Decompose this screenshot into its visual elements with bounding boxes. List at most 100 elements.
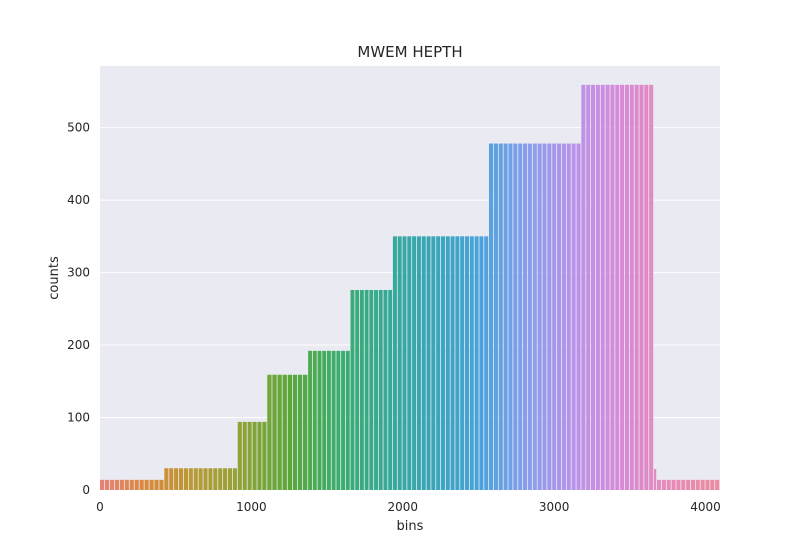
bar	[657, 479, 662, 490]
bar	[303, 374, 308, 490]
bar	[322, 350, 327, 490]
bar	[232, 468, 237, 490]
bar	[661, 479, 666, 490]
y-tick-label: 100	[67, 411, 90, 425]
bar	[159, 479, 164, 490]
bar	[129, 479, 134, 490]
bar	[179, 468, 184, 490]
bar	[262, 421, 267, 490]
bar	[686, 479, 691, 490]
y-axis-ticks: 0 100 200 300 400 500	[67, 121, 90, 497]
bar	[124, 479, 129, 490]
bar	[571, 143, 576, 491]
bar	[705, 479, 710, 490]
y-tick-label: 300	[67, 266, 90, 280]
bar	[355, 289, 360, 490]
bar	[493, 143, 498, 491]
bar	[392, 236, 397, 490]
bar	[218, 468, 223, 490]
bar	[416, 236, 421, 490]
bar	[508, 143, 513, 491]
bar	[605, 84, 610, 490]
bar	[198, 468, 203, 490]
bar	[292, 374, 298, 490]
bar	[407, 236, 412, 490]
bar	[654, 468, 657, 490]
bar	[700, 479, 705, 490]
bar	[484, 236, 489, 490]
bar	[164, 468, 169, 490]
bar	[345, 350, 350, 490]
y-tick-label: 400	[67, 193, 90, 207]
bar	[374, 289, 378, 490]
x-tick-label: 4000	[690, 500, 721, 514]
x-axis-ticks: 0 1000 2000 3000 4000	[96, 500, 721, 514]
bar	[586, 84, 591, 490]
bar	[527, 143, 532, 491]
bar	[450, 236, 455, 490]
bar	[532, 143, 537, 491]
bar	[464, 236, 469, 490]
bar	[272, 374, 277, 490]
bar	[436, 236, 441, 490]
bar	[287, 374, 293, 490]
bar	[297, 374, 303, 490]
bar	[203, 468, 208, 490]
bar	[183, 468, 188, 490]
bar	[359, 289, 364, 490]
bar	[350, 289, 355, 490]
bar	[154, 479, 159, 490]
bar	[591, 84, 596, 490]
x-axis-label: bins	[397, 519, 424, 534]
bar	[364, 289, 369, 490]
bar	[139, 479, 144, 490]
bar	[581, 84, 586, 490]
bar	[188, 468, 193, 490]
x-tick-label: 3000	[539, 500, 570, 514]
bar	[114, 479, 119, 490]
y-tick-label: 200	[67, 338, 90, 352]
bar	[561, 143, 566, 491]
bars	[100, 84, 720, 491]
bar	[695, 479, 700, 490]
bar	[242, 421, 247, 490]
x-tick-label: 2000	[387, 500, 418, 514]
bar	[610, 84, 615, 490]
bar	[277, 374, 282, 490]
bar	[576, 143, 581, 491]
bar	[552, 143, 557, 491]
bar	[710, 479, 715, 490]
bar	[629, 84, 634, 490]
bar	[557, 143, 562, 491]
bar	[144, 479, 149, 490]
bar	[326, 350, 331, 490]
bar	[498, 143, 503, 491]
bar	[479, 236, 484, 490]
bar	[460, 236, 465, 490]
bar	[412, 236, 417, 490]
bar	[252, 421, 257, 490]
bar	[644, 84, 649, 490]
bar	[715, 479, 720, 490]
bar	[169, 468, 174, 490]
bar	[247, 421, 252, 490]
bar	[595, 84, 600, 490]
bar	[440, 236, 445, 490]
bar	[336, 350, 341, 490]
bar	[237, 421, 242, 490]
y-axis-label: counts	[47, 256, 62, 300]
bar	[227, 468, 233, 490]
bar	[104, 479, 110, 490]
bar	[518, 143, 523, 491]
bar	[193, 468, 198, 490]
bar	[402, 236, 407, 490]
bar	[388, 289, 393, 490]
bar	[341, 350, 345, 490]
bar	[615, 84, 620, 490]
bar	[503, 143, 508, 491]
bar	[639, 84, 644, 490]
bar	[624, 84, 629, 490]
bar	[257, 421, 262, 490]
